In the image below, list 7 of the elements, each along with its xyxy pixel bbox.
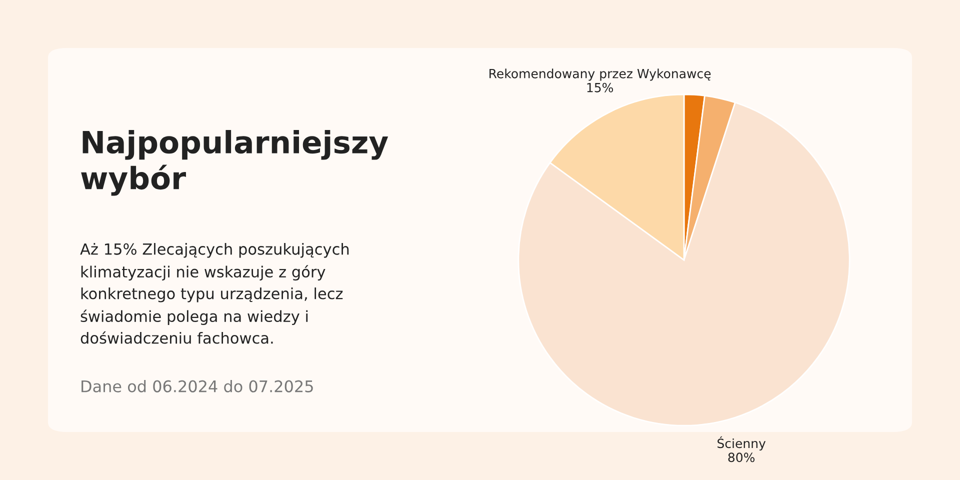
data-label: 80% <box>728 452 755 462</box>
text: Dane od 06.2024 do 07.2025 <box>82 380 313 392</box>
slice-label: Ścienny <box>718 436 766 451</box>
text: Aż 15% Zlecających poszukujących klimatyzacji nie wskazuje z góry konkretnego typu urządzenia, lecz świadomie polega na wiedzy i doświadczeniu fachowca. <box>80 243 349 344</box>
data-label: 15% <box>587 82 613 92</box>
slice-label: Rekomendowany przez Wykonawcę <box>490 68 711 81</box>
text: Najpopularniejszy wybór <box>81 130 388 196</box>
